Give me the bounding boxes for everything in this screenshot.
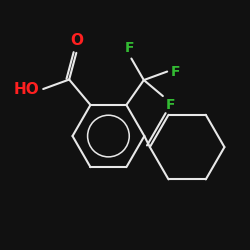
Text: HO: HO <box>13 82 39 96</box>
Text: F: F <box>166 98 176 112</box>
Text: F: F <box>170 64 180 78</box>
Text: O: O <box>70 33 83 48</box>
Text: F: F <box>124 41 134 55</box>
